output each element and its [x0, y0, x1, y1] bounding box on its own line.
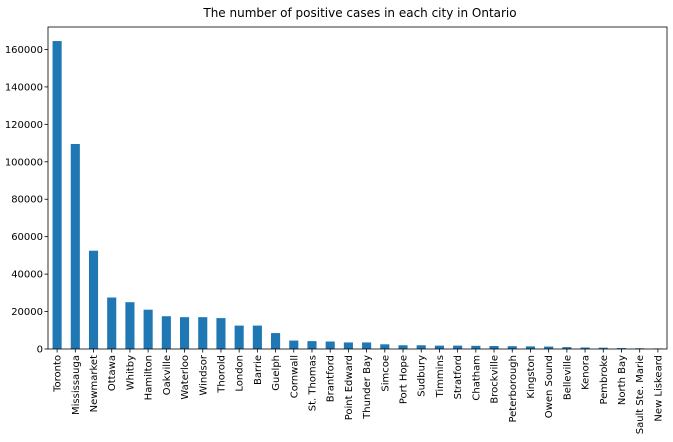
x-tick-label: North Bay — [617, 355, 628, 405]
bar-london — [234, 325, 244, 349]
x-tick-label: New Liskeard — [653, 355, 664, 422]
y-tick-label: 20000 — [11, 307, 43, 318]
bar-thorold — [216, 318, 226, 349]
x-tick-label: Pembroke — [599, 355, 610, 405]
x-tick-label: Oakville — [162, 355, 173, 395]
x-tick-label: Hamilton — [144, 355, 155, 400]
x-tick-label: Whitby — [125, 355, 136, 390]
x-tick-label: Belleville — [562, 355, 573, 400]
bar-owen-sound — [544, 346, 554, 349]
bar-oakville — [161, 316, 171, 349]
bar-waterloo — [179, 317, 190, 349]
bar-peterborough — [507, 346, 517, 349]
bar-mississauga — [70, 144, 80, 349]
x-tick-label: Cornwall — [289, 355, 300, 398]
x-axis: Toronto Mississauga Newmarket Ottawa Whitby H… — [53, 349, 664, 434]
bar-brockville — [489, 346, 499, 349]
bar-sudbury — [416, 345, 426, 349]
bar-kingston — [525, 346, 536, 349]
x-tick-label: St. Thomas — [307, 355, 318, 411]
bar-kenora — [580, 347, 590, 349]
bar-timmins — [434, 345, 444, 349]
bar-whitby — [125, 302, 135, 349]
y-tick-label: 0 — [37, 345, 43, 356]
x-tick-label: London — [235, 355, 246, 392]
bar-newmarket — [88, 250, 99, 349]
bar-windsor — [198, 317, 208, 349]
bar-chatham — [471, 345, 481, 349]
y-tick-label: 140000 — [5, 82, 43, 93]
bar-pembroke — [598, 347, 608, 349]
x-tick-label: Peterborough — [508, 355, 519, 423]
bar-simcoe — [380, 344, 390, 349]
plot-frame — [47, 26, 668, 350]
x-tick-label: Kingston — [526, 355, 537, 399]
x-tick-label: Brantford — [326, 355, 337, 402]
x-tick-label: Toronto — [53, 355, 64, 393]
bar-north-bay — [616, 348, 627, 349]
y-tick-label: 120000 — [5, 120, 43, 131]
x-tick-label: Barrie — [253, 355, 264, 385]
bar-stratford — [453, 345, 463, 349]
bar-guelph — [271, 333, 281, 349]
x-tick-label: Mississauga — [71, 355, 82, 415]
chart-title: The number of positive cases in each cit… — [202, 6, 516, 20]
x-tick-label: Brockville — [490, 355, 501, 404]
bar-st-thomas — [307, 341, 317, 349]
x-tick-label: Timmins — [435, 355, 446, 398]
bar-hamilton — [143, 309, 153, 349]
bar-ottawa — [107, 297, 117, 349]
bar-thunder-bay — [362, 342, 372, 349]
bar-toronto — [52, 41, 62, 349]
x-tick-label: Port Hope — [399, 355, 410, 404]
x-tick-label: Kenora — [581, 355, 592, 390]
bar-port-hope — [398, 345, 408, 349]
x-tick-label: Ottawa — [107, 355, 118, 391]
y-tick-label: 160000 — [5, 45, 43, 56]
bar-cornwall — [289, 340, 299, 349]
bars-group — [52, 41, 663, 349]
x-tick-label: Newmarket — [89, 355, 100, 412]
x-tick-label: Sault Ste. Marie — [635, 355, 646, 434]
x-tick-label: Thorold — [216, 355, 227, 394]
x-tick-label: Thunder Bay — [362, 355, 373, 420]
bar-belleville — [562, 347, 572, 349]
x-tick-label: Waterloo — [180, 355, 191, 400]
x-tick-label: Guelph — [271, 355, 282, 391]
bar-barrie — [252, 325, 262, 349]
y-tick-label: 40000 — [11, 270, 43, 281]
x-tick-label: Owen Sound — [544, 355, 555, 418]
bar-brantford — [325, 341, 335, 349]
y-tick-label: 80000 — [11, 195, 43, 206]
y-axis: 0 20000 40000 60000 80000 100000 120000 140000 1… — [5, 45, 48, 356]
x-tick-label: Stratford — [453, 355, 464, 399]
x-tick-label: Chatham — [471, 355, 482, 401]
x-tick-label: Sudbury — [417, 355, 428, 397]
y-tick-label: 100000 — [5, 157, 43, 168]
y-tick-label: 60000 — [11, 232, 43, 243]
x-tick-label: Windsor — [198, 354, 209, 395]
bar-point-edward — [343, 342, 353, 349]
x-tick-label: Simcoe — [380, 355, 391, 392]
x-tick-label: Point Edward — [344, 355, 355, 420]
